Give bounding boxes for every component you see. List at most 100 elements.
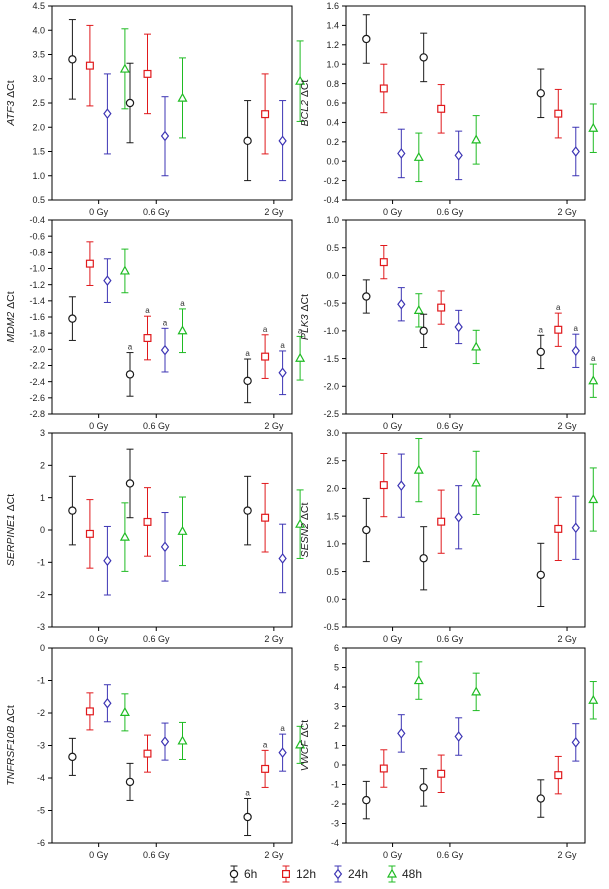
- y-tick-label: 3.0: [326, 428, 339, 438]
- data-point-12h: [261, 352, 270, 361]
- data-point-24h: [103, 555, 112, 567]
- data-point-6h: [243, 812, 252, 822]
- y-tick-label: -1: [37, 558, 45, 568]
- y-tick-label: 1.4: [326, 21, 339, 31]
- legend-label: 48h: [402, 867, 422, 881]
- y-axis-gene: TNFRSF10B: [5, 726, 17, 786]
- y-axis-unit: ΔCt: [5, 80, 17, 101]
- y-tick-label: 0.4: [326, 118, 339, 128]
- chart-panel-plk3: 1.0 0.5 0.0 -0.5 -1.0 -1.5 -2.0 -2.5 PLK3 ΔCt 0 G…: [299, 215, 599, 431]
- data-point-48h: [471, 477, 482, 487]
- y-tick-label: -2.6: [29, 393, 45, 403]
- y-tick-label: 3.0: [32, 74, 45, 84]
- x-category-label: 0.6 Gy: [437, 207, 464, 217]
- data-point-48h: [413, 151, 424, 161]
- y-tick-label: 5: [334, 663, 339, 673]
- x-category-label: 2 Gy: [558, 634, 578, 644]
- data-point-24h: [571, 736, 580, 748]
- x-category-label: 0.6 Gy: [437, 421, 464, 431]
- y-axis-label: PLK3 ΔCt: [299, 294, 311, 340]
- data-point-24h: [278, 367, 287, 379]
- data-point-48h: [119, 265, 130, 275]
- x-category-label: 0.6 Gy: [437, 850, 464, 860]
- y-tick-label: -2.0: [323, 381, 339, 391]
- y-tick-label: -4: [37, 773, 45, 783]
- data-point-24h: [454, 321, 463, 333]
- plot-frame: [51, 5, 293, 201]
- y-tick-label: -2: [37, 708, 45, 718]
- significance-label: a: [180, 299, 185, 308]
- legend-marker-24h: [333, 868, 343, 880]
- data-point-48h: [119, 531, 130, 541]
- data-point-6h: [362, 525, 371, 535]
- y-axis-gene: BCL2: [299, 100, 311, 126]
- y-axis-unit: ΔCt: [299, 720, 311, 741]
- plot-frame: [51, 647, 293, 844]
- significance-label: a: [556, 303, 561, 312]
- significance-label: a: [245, 349, 250, 358]
- y-tick-label: 0.6: [326, 98, 339, 108]
- data-point-12h: [85, 529, 94, 538]
- x-category-label: 0.6 Gy: [437, 634, 464, 644]
- y-tick-label: -0.5: [323, 622, 339, 632]
- y-tick-label: 1.5: [32, 147, 45, 157]
- y-axis-unit: ΔCt: [5, 291, 17, 312]
- legend-label: 24h: [348, 867, 368, 881]
- data-point-48h: [119, 706, 130, 716]
- significance-label: a: [245, 788, 250, 797]
- y-tick-label: -2.2: [29, 361, 45, 371]
- y-tick-label: 2: [334, 721, 339, 731]
- data-point-6h: [68, 314, 77, 323]
- data-point-24h: [397, 480, 406, 492]
- data-point-48h: [588, 494, 599, 504]
- legend-label: 12h: [296, 867, 316, 881]
- y-axis-label: ATF3 ΔCt: [5, 80, 17, 126]
- data-point-12h: [437, 517, 446, 526]
- data-point-6h: [419, 554, 428, 563]
- data-point-48h: [295, 739, 306, 749]
- data-point-6h: [125, 370, 135, 379]
- data-point-48h: [413, 304, 424, 314]
- y-tick-label: 1: [334, 741, 339, 751]
- y-axis-gene: ATF3: [5, 101, 17, 127]
- data-point-12h: [261, 764, 270, 773]
- x-category-label: 0.6 Gy: [143, 850, 170, 860]
- y-tick-label: 0: [334, 760, 339, 770]
- data-point-24h: [160, 130, 170, 142]
- y-tick-label: 3: [40, 428, 45, 438]
- significance-label: a: [591, 354, 596, 363]
- legend-marker-12h: [282, 869, 291, 878]
- data-point-6h: [362, 34, 371, 44]
- data-point-6h: [362, 292, 371, 301]
- y-tick-label: 4: [334, 682, 339, 692]
- chart-panel-serpine1: 3 2 1 0 -1 -2 -3 SERPINE1 ΔCt 0 Gy 0.6 Gy 2 Gy: [5, 428, 306, 644]
- data-point-24h: [160, 344, 170, 356]
- significance-label: a: [263, 325, 268, 334]
- data-point-48h: [588, 375, 599, 385]
- data-point-24h: [571, 345, 580, 357]
- y-axis-gene: PLK3: [299, 314, 311, 340]
- data-point-6h: [243, 136, 252, 146]
- y-tick-label: -6: [37, 838, 45, 848]
- data-point-48h: [471, 341, 482, 351]
- y-axis-unit: ΔCt: [5, 705, 17, 726]
- x-category-label: 0.6 Gy: [143, 421, 170, 431]
- y-tick-label: -2.8: [29, 409, 45, 419]
- chart-panel-sesn2: 3.0 2.5 2.0 1.5 1.0 0.5 0.0 -0.5 SESN2 ΔCt 0 Gy 0.…: [299, 428, 599, 644]
- data-point-24h: [160, 541, 170, 553]
- y-axis-label: BCL2 ΔCt: [299, 80, 311, 127]
- data-point-24h: [278, 747, 287, 759]
- data-point-24h: [571, 146, 580, 157]
- y-tick-label: 3: [334, 702, 339, 712]
- y-tick-label: 0.5: [326, 243, 339, 253]
- legend-label: 6h: [244, 867, 257, 881]
- y-axis-gene: VWCF: [299, 740, 311, 771]
- plot-frame: [345, 219, 586, 415]
- y-tick-label: -4: [331, 838, 339, 848]
- data-point-24h: [454, 511, 463, 523]
- y-tick-label: -0.2: [323, 176, 339, 186]
- data-point-48h: [295, 75, 306, 85]
- data-point-6h: [68, 506, 77, 515]
- chart-panel-vwcf: 6 5 4 3 2 1 0 -1 -2 -3 -4 VWCF ΔCt 0 Gy 0.6 Gy 2 Gy: [299, 643, 599, 860]
